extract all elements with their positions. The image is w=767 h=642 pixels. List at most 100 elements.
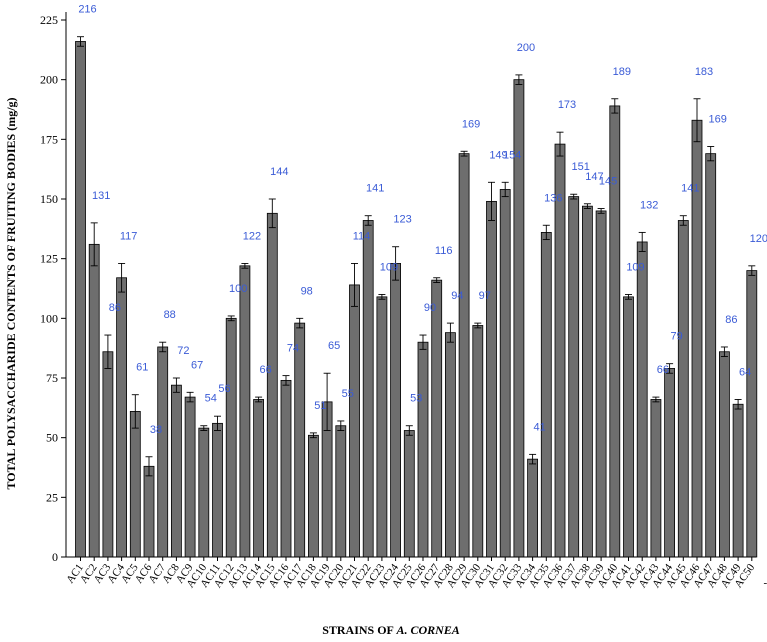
bar-ac29 [458,153,470,558]
bar-ac50 [746,270,758,558]
bar-ac6 [143,465,155,558]
bar-ac10 [198,427,210,558]
bar-ac17 [294,322,306,558]
y-tick-label: 150 [40,192,58,206]
bar-ac16 [280,379,292,558]
data-label: 55 [342,388,354,400]
data-label: 65 [328,340,340,352]
bar-ac41 [623,296,634,558]
bar-ac42 [636,241,648,558]
bar-ac1 [75,41,86,558]
data-label: 51 [314,400,326,412]
bar-ac11 [212,422,223,558]
data-label: 189 [613,66,631,78]
bar-ac13 [239,265,251,558]
y-tick-label: 100 [40,311,58,325]
data-label: 61 [136,362,148,374]
bar-ac49 [732,403,744,558]
bar-ac40 [609,105,621,558]
bar-ac44 [664,368,675,558]
data-label: 145 [599,176,617,188]
bar-ac30 [472,325,484,558]
data-label: 72 [177,345,189,357]
bar-ac37 [568,196,580,558]
bar-ac45 [677,220,689,558]
y-tick-label: 225 [40,13,58,27]
data-label: 136 [544,192,562,204]
bar-ac39 [595,210,607,558]
data-label: 64 [739,366,751,378]
data-label: 67 [191,359,203,371]
data-label: 41 [533,421,545,433]
data-label: 88 [164,309,176,321]
data-label: 154 [503,149,521,161]
data-label: 200 [517,42,535,54]
data-label: 169 [709,113,727,125]
data-label: 100 [229,283,247,295]
data-label: 147 [585,171,603,183]
y-tick-label: 50 [46,431,58,445]
data-label: 216 [78,4,96,16]
bar-ac35 [540,232,552,558]
y-axis-ticks: 0 25 50 75 100 125 150 175 200 225 [40,13,66,564]
data-label: 132 [640,199,658,211]
data-label: 183 [695,66,713,78]
bar-ac20 [335,425,347,558]
y-tick-label: 175 [40,132,58,146]
y-tick-label: 25 [46,490,58,504]
data-label: 79 [670,331,682,343]
bar-ac48 [719,351,730,558]
bar-ac27 [431,279,443,558]
bar-ac47 [705,153,717,558]
data-label: 98 [301,285,313,297]
data-label: 38 [150,424,162,436]
data-label: 66 [657,364,669,376]
x-axis-title-prefix: STRAINS OF [322,623,396,637]
data-label: 86 [725,314,737,326]
data-label: 114 [353,230,371,242]
data-label: 117 [120,230,138,242]
data-label: 86 [109,302,121,314]
data-label: 169 [462,118,480,130]
bar-ac32 [499,189,511,558]
data-label: 131 [92,190,110,202]
data-label: 109 [380,261,398,273]
y-tick-label: 125 [40,252,58,266]
data-label: 90 [424,302,436,314]
bar-ac38 [582,205,593,558]
data-label: 173 [558,99,576,111]
bar-ac23 [376,296,388,558]
data-label: 123 [393,214,411,226]
bar-ac28 [444,332,456,558]
bar-ac7 [157,346,169,558]
x-axis-ticks: AC1AC2AC3AC4AC5AC6AC7AC8AC9AC10AC11AC12A… [64,557,758,590]
y-tick-label: 200 [40,73,58,87]
data-label: 56 [218,383,230,395]
error-bars [77,36,756,477]
bar-ac14 [253,399,265,558]
bar-ac34 [527,458,538,558]
data-label: 144 [270,166,288,178]
data-label: 141 [681,183,699,195]
data-label: 116 [435,245,453,257]
data-label: 66 [259,364,271,376]
bar-ac43 [650,399,662,558]
bar-ac31 [486,200,497,558]
bars [75,41,758,558]
bar-ac26 [417,341,429,558]
bar-ac5 [129,411,141,558]
bar-ac4 [116,277,127,558]
bar-ac24 [390,263,402,558]
bar-ac3 [102,351,114,558]
data-label: 94 [451,290,463,302]
data-label: 149 [489,149,507,161]
y-tick-label: 75 [46,371,58,385]
data-label: 120 [750,233,767,245]
bar-ac12 [225,317,237,558]
trailing-tick-mark: - [764,577,767,589]
data-label: 141 [366,183,384,195]
data-label: 122 [243,230,261,242]
y-axis-title: TOTAL POLYSACCHARIDE CONTENTS OF FRUITIN… [4,97,18,489]
x-axis-title: STRAINS OF A. CORNEA [322,623,460,637]
